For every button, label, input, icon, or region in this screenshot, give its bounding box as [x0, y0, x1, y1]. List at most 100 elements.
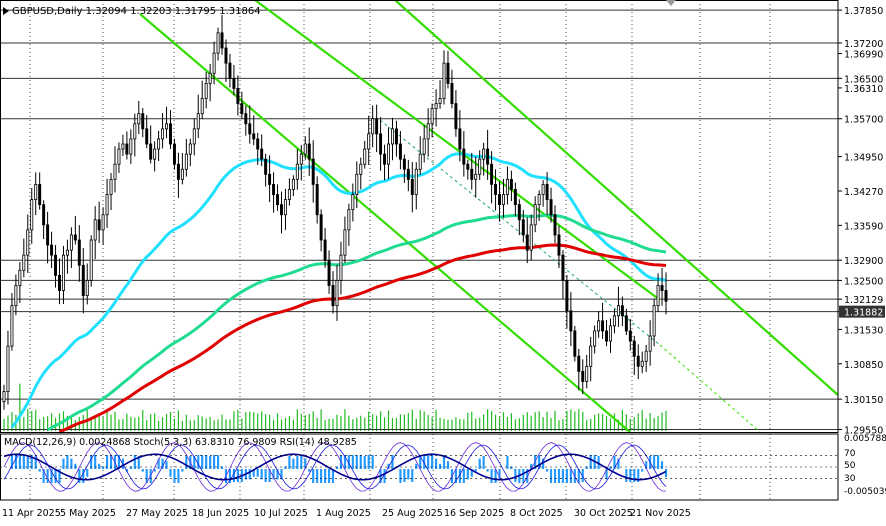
- candle-body: [264, 158, 268, 175]
- price-axis-label: 1.32500: [844, 276, 883, 287]
- shift-marker-icon: [666, 0, 676, 6]
- candle-body: [371, 118, 375, 135]
- indicator-axis-label: 0.005788: [844, 434, 886, 444]
- candle-body: [172, 143, 176, 165]
- candle-body: [418, 153, 422, 170]
- candle-body: [97, 219, 101, 231]
- price-axis-label: 1.34270: [844, 187, 883, 198]
- candle-body: [161, 128, 165, 140]
- x-tick-label: 25 Aug 2025: [382, 508, 443, 519]
- candle-body: [2, 391, 6, 403]
- candle-body: [589, 345, 593, 367]
- candle-body: [287, 189, 291, 200]
- x-tick-label: 27 May 2025: [126, 508, 188, 519]
- candle-body: [640, 360, 644, 367]
- candle-body: [343, 229, 347, 256]
- price-axis-label: 1.35700: [844, 115, 883, 126]
- stoch-signal-line: [3, 444, 667, 490]
- candle-body: [624, 315, 628, 332]
- candle-body: [65, 249, 69, 256]
- candle-body: [276, 194, 280, 206]
- candle-body: [609, 325, 612, 342]
- candle-body: [398, 143, 402, 160]
- candle-body: [521, 219, 525, 236]
- price-axis-label: 1.31530: [844, 325, 883, 336]
- candle-body: [498, 194, 501, 206]
- candle-body: [644, 350, 648, 362]
- candle-body: [513, 189, 517, 206]
- indicator-label: MACD(12,26,9) 0.0024868 Stoch(5,3,3) 63.…: [4, 437, 357, 448]
- candle-body: [335, 280, 339, 307]
- candle-body: [54, 254, 58, 276]
- candle-body: [18, 269, 22, 286]
- candle-body: [260, 148, 264, 160]
- candle-body: [410, 178, 414, 195]
- candle-body: [216, 32, 220, 54]
- candle-body: [438, 98, 442, 104]
- candle-body: [494, 184, 498, 195]
- candle-body: [664, 290, 668, 302]
- candle-body: [557, 234, 561, 256]
- candle-body: [422, 138, 426, 155]
- candle-body: [129, 138, 133, 155]
- candle-body: [426, 123, 430, 140]
- candle-body: [81, 264, 85, 296]
- candle-body: [311, 158, 315, 185]
- candle-body: [597, 320, 601, 332]
- candle-body: [34, 184, 38, 200]
- candle-body: [529, 224, 533, 251]
- candle-body: [176, 163, 180, 180]
- candle-body: [224, 47, 228, 64]
- candle-body: [430, 108, 434, 125]
- candle-body: [402, 158, 406, 170]
- candle-body: [394, 128, 398, 145]
- candle-body: [295, 163, 299, 180]
- candle-body: [482, 148, 486, 160]
- price-axis-label: 1.36310: [844, 84, 883, 95]
- candle-body: [577, 355, 581, 372]
- candle-body: [58, 274, 61, 291]
- candle-body: [212, 52, 216, 74]
- candle-body: [157, 138, 161, 150]
- candle-body: [470, 168, 474, 180]
- indicator-panel-border: [0, 433, 839, 501]
- candle-body: [490, 163, 494, 185]
- candle-body: [434, 103, 438, 110]
- candle-body: [367, 133, 371, 150]
- candle-body: [69, 234, 73, 251]
- indicator-axis-label: 30: [844, 474, 856, 484]
- candle-body: [585, 365, 589, 382]
- candle-body: [244, 113, 248, 125]
- candle-body: [46, 224, 50, 246]
- candle-body: [359, 163, 363, 175]
- candle-body: [256, 138, 260, 150]
- candle-body: [61, 254, 65, 291]
- candle-body: [501, 194, 505, 206]
- candle-body: [620, 305, 624, 317]
- candle-body: [77, 239, 81, 266]
- candle-body: [248, 123, 252, 135]
- candle-body: [656, 285, 660, 307]
- candle-body: [541, 184, 545, 195]
- channel-line-projection: [659, 344, 761, 433]
- candle-body: [652, 305, 656, 337]
- candle-body: [196, 113, 200, 130]
- price-axis-label: 1.29550: [844, 425, 883, 436]
- x-tick-label: 5 May 2025: [60, 508, 116, 519]
- candle-body: [387, 143, 390, 165]
- candle-body: [14, 285, 18, 307]
- candle-body: [291, 178, 295, 190]
- candle-body: [10, 305, 14, 347]
- candle-body: [478, 158, 482, 175]
- price-axis-label: 1.34950: [844, 153, 883, 164]
- candle-body: [517, 204, 521, 221]
- candle-body: [184, 153, 188, 170]
- candle-body: [137, 113, 141, 125]
- candle-body: [133, 123, 137, 140]
- ema-fast-line: [10, 152, 667, 429]
- candle-body: [38, 184, 42, 206]
- candle-body: [89, 239, 93, 281]
- price-axis-label: 1.32900: [844, 256, 883, 267]
- candle-body: [101, 214, 105, 231]
